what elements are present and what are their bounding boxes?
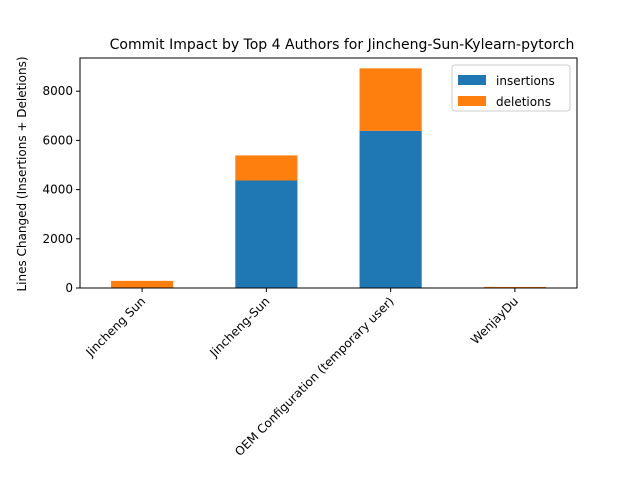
y-axis-label: Lines Changed (Insertions + Deletions) [15, 56, 29, 291]
x-tick-label-1: Jincheng-Sun [206, 294, 272, 360]
bar-deletions-3 [483, 286, 546, 288]
bar-deletions-1 [235, 155, 298, 181]
bar-insertions-1 [235, 180, 298, 288]
legend-swatch-insertions [458, 75, 486, 85]
legend-label-deletions: deletions [496, 95, 551, 109]
legend: insertions deletions [451, 64, 571, 112]
y-tick-label-1: 2000 [42, 232, 73, 246]
y-tick-label-3: 6000 [42, 133, 73, 147]
x-tick-label-0: Jincheng Sun [83, 294, 149, 360]
plot-area-frame [79, 57, 578, 289]
bars-group [111, 68, 546, 288]
bar-deletions-2 [359, 68, 422, 131]
legend-label-insertions: insertions [496, 74, 555, 88]
y-axis-ticks: 0 2000 4000 6000 8000 [42, 84, 80, 295]
y-tick-label-2: 4000 [42, 183, 73, 197]
y-tick-label-0: 0 [65, 281, 73, 295]
legend-swatch-deletions [458, 96, 486, 106]
y-tick-label-4: 8000 [42, 84, 73, 98]
chart-title: Commit Impact by Top 4 Authors for Jinch… [110, 37, 575, 53]
x-tick-label-3: WenjayDu [468, 294, 521, 347]
bar-insertions-2 [359, 130, 422, 288]
bar-deletions-0 [111, 280, 174, 288]
